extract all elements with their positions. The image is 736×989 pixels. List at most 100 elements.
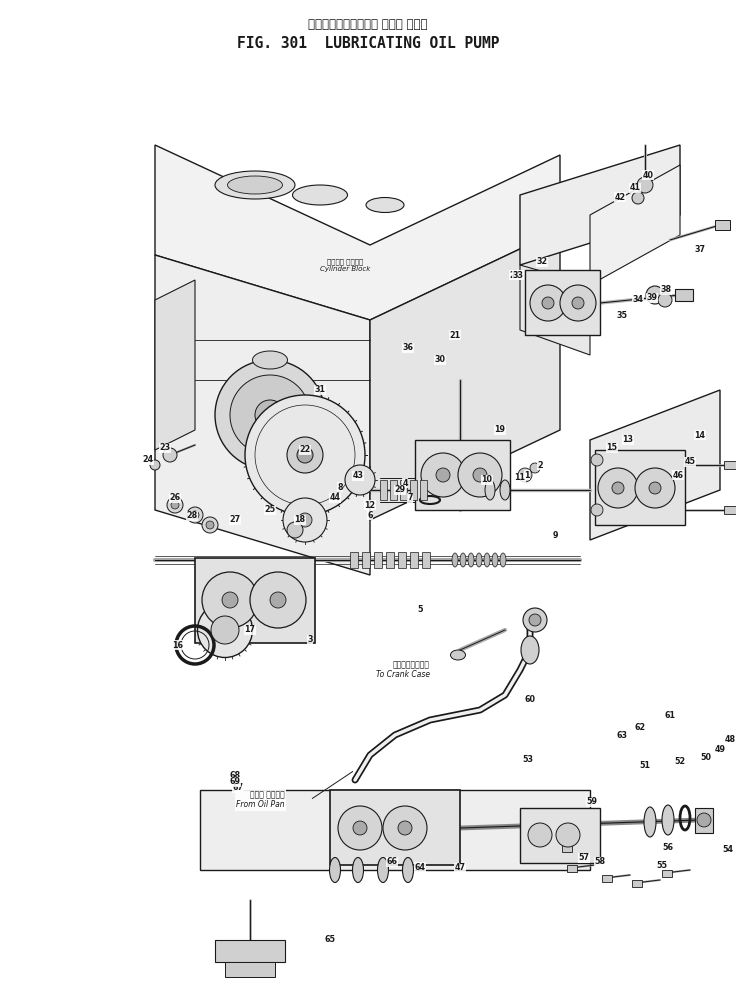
Circle shape bbox=[635, 468, 675, 508]
Circle shape bbox=[211, 616, 239, 644]
Circle shape bbox=[150, 460, 160, 470]
Circle shape bbox=[202, 517, 218, 533]
Bar bbox=[724, 506, 736, 514]
Bar bbox=[420, 480, 427, 500]
Text: ルーブリケーティング オイル ポンプ: ルーブリケーティング オイル ポンプ bbox=[308, 18, 428, 31]
Text: 43: 43 bbox=[353, 472, 364, 481]
Text: 58: 58 bbox=[595, 857, 606, 866]
Text: 19: 19 bbox=[495, 425, 506, 434]
Circle shape bbox=[167, 497, 183, 513]
Ellipse shape bbox=[492, 553, 498, 567]
Circle shape bbox=[530, 463, 540, 473]
Circle shape bbox=[530, 285, 566, 321]
Circle shape bbox=[646, 286, 664, 304]
Text: 66: 66 bbox=[386, 857, 397, 866]
Ellipse shape bbox=[330, 857, 341, 882]
Circle shape bbox=[632, 192, 644, 204]
Text: 4: 4 bbox=[403, 479, 408, 488]
Polygon shape bbox=[155, 145, 560, 320]
Circle shape bbox=[542, 297, 554, 309]
Text: FIG. 301  LUBRICATING OIL PUMP: FIG. 301 LUBRICATING OIL PUMP bbox=[237, 36, 499, 51]
Circle shape bbox=[458, 453, 502, 497]
Text: 38: 38 bbox=[660, 286, 671, 295]
Circle shape bbox=[353, 821, 367, 835]
Text: 28: 28 bbox=[186, 511, 198, 520]
Ellipse shape bbox=[644, 807, 656, 837]
Ellipse shape bbox=[452, 553, 458, 567]
Text: 27: 27 bbox=[230, 515, 241, 524]
Circle shape bbox=[283, 498, 327, 542]
Text: 7: 7 bbox=[407, 494, 413, 502]
Text: 17: 17 bbox=[244, 625, 255, 635]
Text: 20: 20 bbox=[509, 271, 520, 280]
Text: 42: 42 bbox=[615, 193, 626, 202]
Ellipse shape bbox=[662, 805, 674, 835]
Text: 23: 23 bbox=[160, 443, 171, 453]
Bar bbox=[662, 870, 672, 877]
Text: 5: 5 bbox=[417, 605, 422, 614]
Text: 40: 40 bbox=[643, 170, 654, 179]
Bar bbox=[410, 480, 417, 500]
Circle shape bbox=[658, 293, 672, 307]
Text: 48: 48 bbox=[724, 736, 735, 745]
Text: 24: 24 bbox=[143, 456, 154, 465]
Circle shape bbox=[518, 468, 532, 482]
Circle shape bbox=[163, 448, 177, 462]
Bar bbox=[422, 552, 430, 568]
Ellipse shape bbox=[500, 480, 510, 500]
Bar bbox=[520, 808, 600, 863]
Circle shape bbox=[529, 614, 541, 626]
Bar bbox=[415, 440, 510, 510]
Text: 49: 49 bbox=[715, 746, 726, 755]
Circle shape bbox=[556, 823, 580, 847]
Circle shape bbox=[383, 806, 427, 850]
Polygon shape bbox=[590, 165, 680, 285]
Text: 15: 15 bbox=[606, 443, 618, 453]
Ellipse shape bbox=[403, 857, 414, 882]
Ellipse shape bbox=[476, 553, 482, 567]
Text: 51: 51 bbox=[640, 761, 651, 769]
Bar bbox=[675, 289, 693, 301]
Text: 62: 62 bbox=[634, 724, 645, 733]
Polygon shape bbox=[155, 280, 195, 450]
Text: 41: 41 bbox=[629, 184, 640, 193]
Text: 44: 44 bbox=[330, 494, 341, 502]
Bar bbox=[632, 880, 642, 887]
Bar bbox=[350, 552, 358, 568]
Circle shape bbox=[697, 813, 711, 827]
Bar bbox=[715, 220, 730, 230]
Text: 26: 26 bbox=[169, 494, 180, 502]
Bar bbox=[215, 940, 285, 962]
Polygon shape bbox=[155, 255, 370, 575]
Bar bbox=[386, 552, 394, 568]
Circle shape bbox=[591, 504, 603, 516]
Ellipse shape bbox=[353, 857, 364, 882]
Circle shape bbox=[215, 360, 325, 470]
Text: 54: 54 bbox=[723, 846, 734, 854]
Text: 8: 8 bbox=[337, 483, 343, 492]
Text: 14: 14 bbox=[695, 430, 706, 439]
Ellipse shape bbox=[521, 636, 539, 664]
Circle shape bbox=[523, 608, 547, 632]
Circle shape bbox=[298, 513, 312, 527]
Circle shape bbox=[528, 823, 552, 847]
Circle shape bbox=[171, 501, 179, 509]
Bar bbox=[695, 808, 713, 833]
Bar bbox=[398, 552, 406, 568]
Text: クランクケースへ
To Crank Case: クランクケースへ To Crank Case bbox=[376, 660, 430, 679]
Bar bbox=[562, 845, 572, 852]
Circle shape bbox=[649, 482, 661, 494]
Text: 18: 18 bbox=[294, 515, 305, 524]
Ellipse shape bbox=[485, 480, 495, 500]
Text: 69: 69 bbox=[230, 777, 241, 786]
Bar bbox=[330, 790, 460, 865]
Text: 6: 6 bbox=[367, 510, 372, 519]
Text: 64: 64 bbox=[414, 862, 425, 871]
Ellipse shape bbox=[468, 553, 474, 567]
Polygon shape bbox=[200, 790, 590, 870]
Ellipse shape bbox=[366, 198, 404, 213]
Text: 47: 47 bbox=[455, 863, 465, 872]
Circle shape bbox=[637, 177, 653, 193]
Text: 45: 45 bbox=[684, 458, 696, 467]
Polygon shape bbox=[520, 265, 590, 355]
